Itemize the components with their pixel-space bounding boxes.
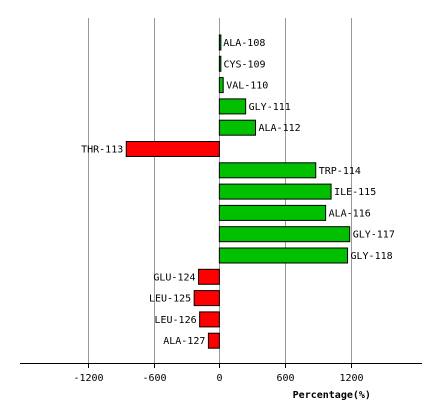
x-tick-label: -600 <box>142 373 166 384</box>
category-label: VAL-110 <box>226 81 268 92</box>
bar-gly-118 <box>218 247 349 264</box>
x-axis-ticks: -1200 -600 0 600 1200 <box>73 363 364 384</box>
x-tick-label: -1200 <box>73 373 103 384</box>
bar-ala-116 <box>218 204 327 221</box>
bar-gly-117 <box>218 226 351 243</box>
x-tick-label: 1200 <box>339 373 363 384</box>
x-tick-label: 0 <box>216 373 222 384</box>
category-label: LEU-125 <box>149 294 191 305</box>
category-label: ALA-112 <box>259 123 301 134</box>
category-label: GLY-111 <box>249 102 291 113</box>
bar-glu-124 <box>198 268 220 285</box>
category-label: ILE-115 <box>334 187 376 198</box>
bar-val-110 <box>218 77 224 94</box>
category-label: ALA-108 <box>223 38 265 49</box>
category-label: ALA-116 <box>329 208 371 219</box>
category-label: LEU-126 <box>154 315 196 326</box>
bar-leu-126 <box>199 311 220 328</box>
bar-trp-114 <box>218 162 317 179</box>
bar-ala-112 <box>218 119 257 136</box>
bar-ala-127 <box>207 332 220 349</box>
category-label: TRP-114 <box>319 166 361 177</box>
category-label: THR-113 <box>81 145 123 156</box>
bar-thr-113 <box>125 141 220 157</box>
bar-leu-125 <box>193 290 220 307</box>
category-label: GLY-117 <box>353 230 395 241</box>
bars-group <box>125 34 351 349</box>
bar-labels-group: ALA-108 CYS-109 VAL-110 GLY-111 ALA-112 THR-1… <box>81 38 395 347</box>
bar-ile-115 <box>218 183 332 200</box>
bar-cys-109 <box>218 55 222 72</box>
bar-gly-111 <box>218 98 247 115</box>
x-axis-title: Percentage(%) <box>293 390 371 401</box>
bar-ala-108 <box>218 34 222 51</box>
category-label: GLU-124 <box>153 272 195 283</box>
x-tick-label: 600 <box>276 373 294 384</box>
category-label: ALA-127 <box>163 336 205 347</box>
category-label: GLY-118 <box>351 251 393 262</box>
category-label: CYS-109 <box>223 59 265 70</box>
